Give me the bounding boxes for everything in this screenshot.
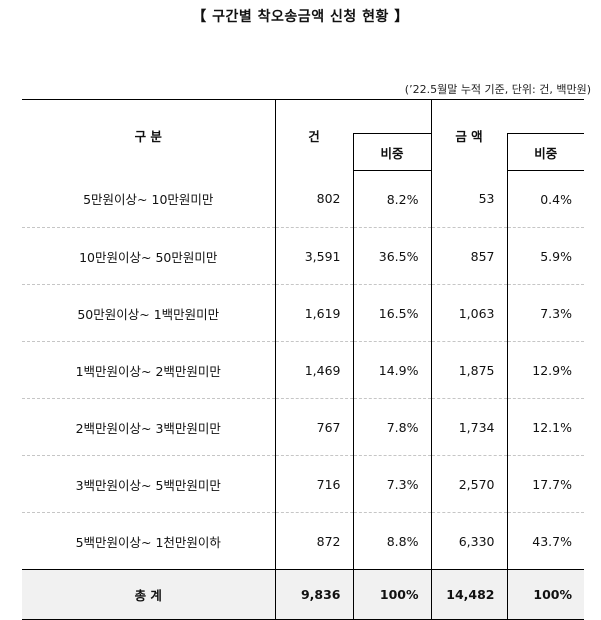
- row-label: 5백만원이상~ 1천만원이하: [22, 512, 275, 570]
- row-amount: 1,875: [430, 341, 507, 399]
- table-row: 50만원이상~ 1백만원미만 1,619 16.5% 1,063 7.3%: [22, 284, 584, 342]
- row-amount-ratio: 12.9%: [506, 341, 584, 399]
- row-count-ratio: 14.9%: [352, 341, 431, 399]
- total-amount: 14,482: [430, 569, 507, 620]
- row-amount: 6,330: [430, 512, 507, 570]
- row-amount-ratio: 7.3%: [506, 284, 584, 342]
- row-count: 872: [274, 512, 353, 570]
- header-count-ratio-spacer: [353, 99, 431, 134]
- header-count: 건: [274, 99, 353, 171]
- row-amount-ratio: 17.7%: [506, 455, 584, 513]
- header-count-ratio: 비중: [352, 133, 431, 171]
- total-count-ratio: 100%: [352, 569, 431, 620]
- row-amount: 857: [430, 227, 507, 285]
- row-label: 3백만원이상~ 5백만원미만: [22, 455, 275, 513]
- header-amount-ratio-spacer: [507, 99, 584, 134]
- row-count-ratio: 7.8%: [352, 398, 431, 456]
- header-amount-ratio: 비중: [506, 133, 584, 171]
- row-amount-ratio: 43.7%: [506, 512, 584, 570]
- row-label: 1백만원이상~ 2백만원미만: [22, 341, 275, 399]
- row-count: 716: [274, 455, 353, 513]
- row-count-ratio: 36.5%: [352, 227, 431, 285]
- row-amount: 2,570: [430, 455, 507, 513]
- unit-note: (’22.5월말 누적 기준, 단위: 건, 백만원): [404, 83, 591, 96]
- row-count-ratio: 8.8%: [352, 512, 431, 570]
- row-label: 10만원이상~ 50만원미만: [22, 227, 275, 285]
- remittance-table: 구 분 건 금 액 비중 비중 5만원이상~ 10만원미만 802 8.2% 5…: [22, 99, 584, 620]
- row-count-ratio: 8.2%: [352, 170, 431, 228]
- total-amount-ratio: 100%: [506, 569, 584, 620]
- row-count-ratio: 16.5%: [352, 284, 431, 342]
- row-amount-ratio: 0.4%: [506, 170, 584, 228]
- header-category: 구 분: [22, 99, 275, 171]
- header-amount: 금 액: [430, 99, 507, 171]
- table-row: 3백만원이상~ 5백만원미만 716 7.3% 2,570 17.7%: [22, 455, 584, 513]
- row-count-ratio: 7.3%: [352, 455, 431, 513]
- row-count: 3,591: [274, 227, 353, 285]
- table-row: 5만원이상~ 10만원미만 802 8.2% 53 0.4%: [22, 170, 584, 228]
- row-count: 802: [274, 170, 353, 228]
- row-amount: 1,063: [430, 284, 507, 342]
- row-amount-ratio: 5.9%: [506, 227, 584, 285]
- total-count: 9,836: [274, 569, 353, 620]
- row-amount: 1,734: [430, 398, 507, 456]
- row-label: 5만원이상~ 10만원미만: [22, 170, 275, 228]
- row-label: 50만원이상~ 1백만원미만: [22, 284, 275, 342]
- row-count: 1,619: [274, 284, 353, 342]
- total-row: 총 계 9,836 100% 14,482 100%: [22, 569, 584, 620]
- row-count: 767: [274, 398, 353, 456]
- total-label: 총 계: [22, 569, 275, 620]
- table-row: 1백만원이상~ 2백만원미만 1,469 14.9% 1,875 12.9%: [22, 341, 584, 399]
- row-label: 2백만원이상~ 3백만원미만: [22, 398, 275, 456]
- table-row: 2백만원이상~ 3백만원미만 767 7.8% 1,734 12.1%: [22, 398, 584, 456]
- row-count: 1,469: [274, 341, 353, 399]
- page-title: 【 구간별 착오송금액 신청 현황 】: [192, 9, 409, 25]
- row-amount: 53: [430, 170, 507, 228]
- table-row: 10만원이상~ 50만원미만 3,591 36.5% 857 5.9%: [22, 227, 584, 285]
- row-amount-ratio: 12.1%: [506, 398, 584, 456]
- table-row: 5백만원이상~ 1천만원이하 872 8.8% 6,330 43.7%: [22, 512, 584, 570]
